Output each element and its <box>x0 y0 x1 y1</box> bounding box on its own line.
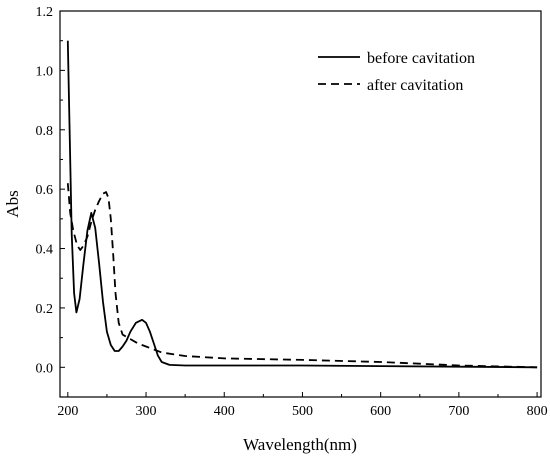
x-tick-label: 400 <box>214 404 235 419</box>
legend-label-before: before cavitation <box>367 50 475 67</box>
x-tick-label: 200 <box>57 404 78 419</box>
x-tick-label: 500 <box>292 404 313 419</box>
x-tick-label: 800 <box>527 404 548 419</box>
x-axis-title: Wavelength(nm) <box>243 435 357 454</box>
plot-frame <box>59 10 542 398</box>
series-layer <box>66 40 538 369</box>
series-line-before-cavitation <box>66 40 538 369</box>
y-axis-title: Abs <box>3 190 22 217</box>
y-tick-label: 1.0 <box>36 64 54 79</box>
y-tick-label: 0.0 <box>36 361 54 376</box>
y-tick-label: 0.2 <box>36 302 54 317</box>
y-tick-label: 0.4 <box>36 243 54 258</box>
y-tick-label: 0.8 <box>36 124 54 139</box>
y-tick-label: 1.2 <box>36 5 54 20</box>
legend: before cavitation after cavitation <box>318 50 475 94</box>
ticks-layer: 200 300 400 500 600 700 800 0.0 0.2 0.4 0.6 0.8 1.0 1… <box>36 5 548 419</box>
y-tick-label: 0.6 <box>36 183 54 198</box>
x-tick-label: 300 <box>136 404 157 419</box>
legend-label-after: after cavitation <box>367 77 463 94</box>
x-tick-label: 700 <box>448 404 469 419</box>
x-tick-label: 600 <box>370 404 391 419</box>
series-line-after-cavitation <box>66 183 538 369</box>
